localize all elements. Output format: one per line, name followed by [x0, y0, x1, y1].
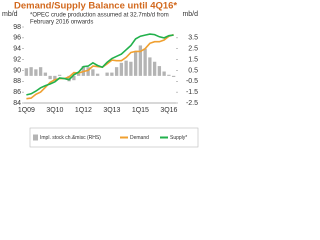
y-tick-label: 94 — [13, 46, 21, 53]
legend-swatch — [33, 134, 38, 141]
legend-label: Supply* — [170, 135, 187, 141]
bar — [148, 57, 152, 76]
legend-label: Impl. stock ch.&misc (RHS) — [40, 135, 101, 141]
bar — [57, 74, 62, 76]
y2-tick-label: -2.5 — [186, 100, 198, 107]
chart-title: Demand/Supply Balance until 4Q16* — [14, 1, 177, 12]
x-tick-label: 3Q16 — [160, 107, 177, 114]
y2-tick-label: -1.5 — [186, 89, 198, 96]
legend-box — [29, 127, 199, 148]
y2-tick-label: 3.5 — [188, 35, 198, 42]
subtitle: *OPEC crude production assumed at 32.7mb… — [30, 13, 169, 19]
bar — [138, 45, 143, 76]
bar — [29, 67, 33, 76]
bar — [38, 67, 43, 76]
y2-tick-label: -0.5 — [186, 78, 198, 85]
bar — [129, 61, 133, 76]
bar — [157, 66, 162, 76]
x-tick-label: 1Q15 — [132, 107, 149, 114]
bar — [72, 75, 76, 81]
bar — [133, 50, 138, 76]
x-tick-label: 3Q13 — [103, 107, 120, 114]
y2-tick-label: 1.5 — [188, 56, 198, 63]
bar — [34, 69, 38, 76]
line — [26, 33, 174, 96]
y-tick-label: 96 — [13, 35, 21, 42]
y2-tick-label: 2.5 — [188, 46, 198, 53]
bar — [114, 67, 119, 76]
x-tick-label: 1Q12 — [75, 107, 92, 114]
bar — [110, 72, 114, 76]
bar — [24, 68, 29, 76]
bar — [43, 72, 48, 76]
bar — [48, 75, 52, 80]
y-tick-label: 88 — [13, 78, 21, 85]
y2-tick-label: 0.5 — [188, 67, 198, 74]
subtitle: February 2016 onwards — [30, 20, 93, 26]
y-tick-label: 84 — [13, 100, 21, 107]
bar — [53, 75, 57, 81]
bar — [162, 71, 166, 76]
bar — [95, 73, 100, 76]
x-tick-label: 3Q10 — [46, 107, 63, 114]
legend-label: Demand — [130, 135, 149, 141]
chart: Demand/Supply Balance until 4Q16* mb/d m… — [2, 1, 199, 148]
y-tick-label: 86 — [13, 89, 21, 96]
bar — [143, 48, 147, 76]
y-tick-label: 90 — [13, 67, 21, 74]
y2-axis-label: mb/d — [182, 11, 198, 18]
page: {"chart_data":{"type":"bar-line","title"… — [2, 0, 199, 148]
bar — [119, 62, 124, 76]
bar — [105, 72, 109, 76]
bar — [91, 69, 95, 76]
y-tick-label: 98 — [13, 24, 21, 31]
bar — [171, 75, 176, 77]
y-tick-label: 92 — [13, 56, 21, 63]
bar — [86, 67, 90, 76]
bar — [167, 74, 171, 76]
x-tick-label: 1Q09 — [18, 107, 35, 114]
bar — [76, 73, 81, 76]
y-axis-label: mb/d — [2, 11, 18, 18]
bar — [152, 61, 157, 76]
bar — [124, 60, 128, 76]
